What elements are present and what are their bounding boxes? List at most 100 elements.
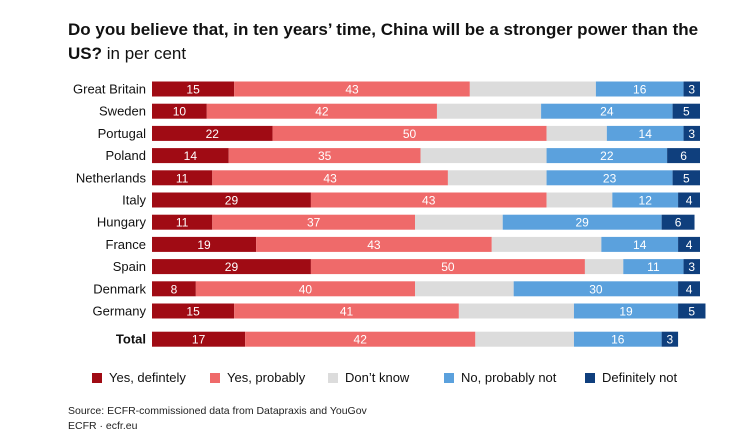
bar-denmark-yes_definitely [152,281,196,297]
bar-sweden-no_probably_not [541,103,673,119]
bar-total-yes_probably [245,331,476,347]
bar-spain-no_probably_not [623,259,684,275]
legend-swatch [444,372,454,383]
data-label-great-britain-no_probably_not: 16 [633,83,647,97]
bar-france-no_probably_not [601,236,679,252]
category-label-italy: Italy [122,193,146,208]
bar-total-yes_definitely [152,331,246,347]
bar-portugal-no_probably_not [606,125,684,141]
category-label-denmark: Denmark [93,281,146,296]
data-label-france-yes_definitely: 19 [197,238,211,252]
bar-great-britain-no_probably_not [595,81,684,97]
legend-label: No, probably not [461,370,557,385]
data-label-hungary-yes_definitely: 11 [176,216,189,230]
source-note: Source: ECFR-commissioned data from Data… [68,404,367,434]
category-label-netherlands: Netherlands [76,170,147,185]
legend: Yes, defintely Yes, probably Don’t know No,… [92,370,732,390]
title-question: Do you believe that, in ten years’ time,… [68,20,699,63]
bar-sweden-yes_definitely [152,103,207,119]
bar-germany-no_probably_not [573,303,679,319]
bar-denmark-dont_know [415,281,514,297]
data-label-netherlands-definitely_not: 5 [683,171,690,185]
data-label-poland-yes_definitely: 14 [184,149,198,163]
data-label-hungary-yes_probably: 37 [307,216,321,230]
data-label-hungary-definitely_not: 6 [675,216,682,230]
bar-denmark-yes_probably [195,281,416,297]
bar-france-yes_definitely [152,236,257,252]
bar-poland-definitely_not [667,148,700,164]
data-label-total-definitely_not: 3 [667,333,674,347]
bar-france-yes_probably [256,236,492,252]
bar-hungary-no_probably_not [502,214,662,230]
data-label-italy-yes_definitely: 29 [225,194,239,208]
data-label-great-britain-yes_probably: 43 [345,83,359,97]
data-label-germany-yes_probably: 41 [340,305,354,319]
chart-title: Do you believe that, in ten years’ time,… [68,18,708,66]
bar-poland-yes_probably [228,148,421,164]
legend-label: Don’t know [345,370,410,385]
bar-hungary-definitely_not [661,214,695,230]
bar-total-definitely_not [661,331,679,347]
legend-item-yes-definitely: Yes, defintely [92,370,186,385]
data-label-poland-definitely_not: 6 [680,149,687,163]
data-label-sweden-yes_probably: 42 [315,105,329,119]
data-label-netherlands-yes_probably: 43 [323,171,337,185]
data-label-denmark-yes_probably: 40 [299,282,313,296]
bar-hungary-yes_probably [212,214,416,230]
bar-poland-no_probably_not [546,148,668,164]
data-label-portugal-definitely_not: 3 [688,127,695,141]
category-label-poland: Poland [106,148,146,163]
bar-france-definitely_not [678,236,700,252]
category-label-portugal: Portugal [98,126,147,141]
data-label-germany-yes_definitely: 15 [186,305,200,319]
data-label-france-yes_probably: 43 [367,238,381,252]
publisher-line: ECFR · ecfr.eu [68,420,138,432]
bar-italy-definitely_not [678,192,700,208]
data-label-germany-no_probably_not: 19 [619,305,633,319]
legend-label: Definitely not [602,370,678,385]
data-label-total-yes_probably: 42 [354,333,368,347]
bar-sweden-yes_probably [206,103,437,119]
bar-hungary-yes_definitely [152,214,213,230]
data-label-spain-definitely_not: 3 [688,260,695,274]
legend-swatch [92,372,102,383]
data-label-portugal-yes_probably: 50 [403,127,417,141]
bar-portugal-definitely_not [683,125,700,141]
data-label-poland-no_probably_not: 22 [600,149,614,163]
data-label-spain-yes_probably: 50 [441,260,455,274]
data-label-portugal-no_probably_not: 14 [639,127,653,141]
bar-italy-no_probably_not [612,192,679,208]
data-label-denmark-definitely_not: 4 [686,282,693,296]
bar-netherlands-yes_probably [212,170,448,186]
bar-great-britain-definitely_not [683,81,700,97]
data-label-italy-definitely_not: 4 [686,194,693,208]
data-label-spain-yes_definitely: 29 [225,260,239,274]
category-label-spain: Spain [113,259,146,274]
bar-spain-definitely_not [683,259,700,275]
bar-france-dont_know [491,236,602,252]
bar-great-britain-yes_probably [234,81,470,97]
category-label-germany: Germany [93,304,147,319]
data-label-total-no_probably_not: 16 [611,333,625,347]
legend-label: Yes, probably [227,370,306,385]
bar-spain-yes_definitely [152,259,311,275]
bar-denmark-no_probably_not [513,281,679,297]
legend-item-definitely-not: Definitely not [585,370,677,385]
legend-swatch [328,372,338,383]
bar-germany-yes_definitely [152,303,235,319]
bar-portugal-dont_know [546,125,607,141]
bar-great-britain-dont_know [469,81,596,97]
bar-total-dont_know [475,331,574,347]
bar-spain-yes_probably [310,259,585,275]
bar-germany-definitely_not [678,303,706,319]
bar-sweden-definitely_not [672,103,700,119]
data-label-poland-yes_probably: 35 [318,149,332,163]
bar-netherlands-definitely_not [672,170,700,186]
data-label-germany-definitely_not: 5 [688,305,695,319]
data-label-total-yes_definitely: 17 [192,333,206,347]
category-label-sweden: Sweden [99,104,146,119]
bar-denmark-definitely_not [678,281,700,297]
bar-germany-yes_probably [234,303,459,319]
bar-netherlands-no_probably_not [546,170,673,186]
